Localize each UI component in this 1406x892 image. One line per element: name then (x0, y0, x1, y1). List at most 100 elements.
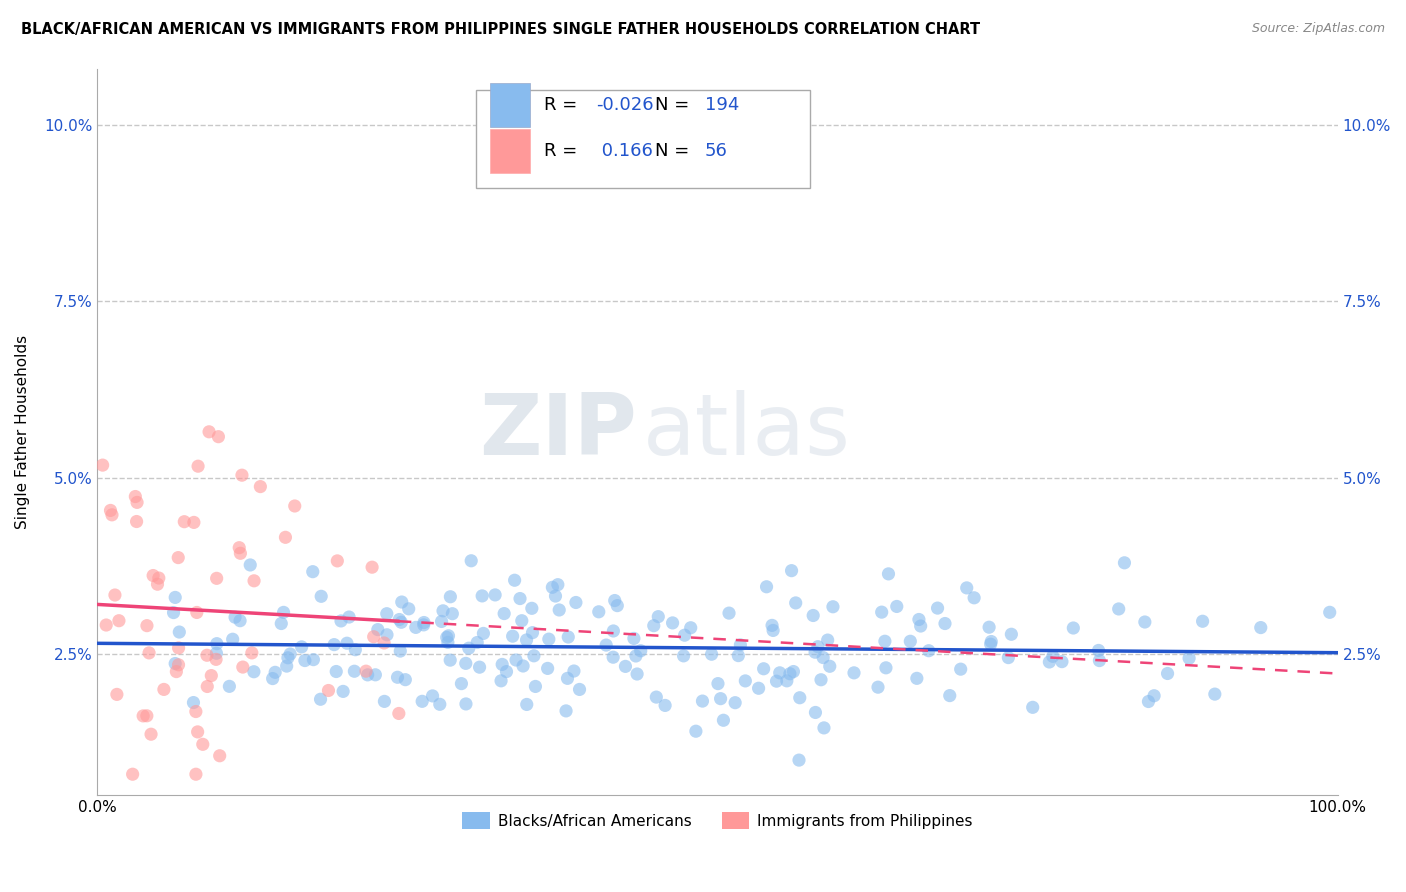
Point (505, 653, 527, 667)
Point (429, 698, 451, 712)
Point (276, 659, 298, 673)
Point (730, 638, 752, 652)
Point (229, 614, 252, 628)
FancyBboxPatch shape (491, 129, 530, 173)
Point (762, 624, 785, 638)
Point (200, 668, 222, 682)
Point (105, 687, 128, 701)
Point (494, 607, 516, 621)
Point (231, 468, 253, 483)
Point (614, 659, 637, 673)
Point (326, 554, 349, 568)
Point (437, 635, 460, 649)
Point (718, 606, 741, 620)
Point (278, 647, 301, 661)
FancyBboxPatch shape (475, 90, 810, 188)
Point (167, 640, 190, 655)
Text: N =: N = (655, 142, 696, 160)
Point (522, 625, 544, 640)
Point (205, 637, 228, 651)
Point (980, 637, 1002, 651)
Point (436, 631, 458, 645)
Point (138, 646, 160, 660)
Point (1000, 627, 1022, 641)
Point (547, 577, 569, 591)
Point (908, 612, 931, 626)
Point (495, 665, 517, 679)
Point (818, 659, 841, 673)
Point (624, 648, 647, 663)
Point (654, 698, 676, 713)
Point (277, 650, 299, 665)
Point (184, 767, 207, 781)
Point (249, 480, 271, 494)
Point (910, 619, 932, 633)
Point (336, 636, 359, 650)
Point (318, 683, 340, 698)
Point (187, 459, 209, 474)
Point (1038, 655, 1060, 669)
Point (761, 618, 783, 632)
Point (388, 706, 411, 721)
Point (173, 515, 195, 529)
Point (1042, 649, 1064, 664)
Point (100, 503, 122, 517)
Point (785, 596, 807, 610)
Point (484, 588, 506, 602)
Point (240, 646, 263, 660)
Point (356, 668, 378, 682)
Point (804, 706, 827, 720)
Point (284, 499, 307, 513)
Point (375, 607, 398, 621)
Point (294, 654, 316, 668)
Point (769, 665, 792, 680)
Point (938, 689, 960, 703)
Text: 0.166: 0.166 (596, 142, 652, 160)
Point (309, 590, 332, 604)
Point (512, 659, 534, 673)
Point (124, 490, 146, 504)
Point (934, 616, 956, 631)
Point (441, 607, 464, 621)
Point (187, 725, 209, 739)
Point (1088, 654, 1111, 668)
Point (557, 630, 579, 644)
Point (807, 640, 830, 654)
Point (208, 748, 231, 763)
Point (603, 593, 626, 607)
Point (502, 629, 524, 643)
Point (198, 425, 221, 439)
Point (707, 676, 730, 690)
Point (132, 709, 155, 723)
Point (301, 565, 323, 579)
Point (489, 673, 512, 688)
Point (270, 616, 292, 631)
Point (472, 626, 495, 640)
Point (454, 697, 477, 711)
Point (918, 644, 941, 658)
Point (544, 589, 567, 603)
Point (165, 591, 187, 605)
Point (789, 690, 811, 705)
Point (1133, 615, 1156, 629)
Point (557, 671, 579, 685)
Point (713, 713, 735, 727)
Point (450, 676, 472, 690)
Point (273, 606, 295, 620)
Point (997, 650, 1019, 665)
Point (752, 662, 775, 676)
Point (398, 602, 420, 616)
Point (165, 657, 187, 671)
Point (394, 673, 416, 687)
Point (1178, 651, 1201, 665)
Point (224, 610, 246, 624)
Point (332, 684, 354, 698)
Point (647, 609, 669, 624)
Point (810, 673, 832, 687)
Point (673, 628, 696, 642)
Point (873, 634, 896, 648)
Point (205, 571, 228, 585)
Point (207, 430, 229, 444)
Point (125, 515, 148, 529)
Point (323, 638, 346, 652)
